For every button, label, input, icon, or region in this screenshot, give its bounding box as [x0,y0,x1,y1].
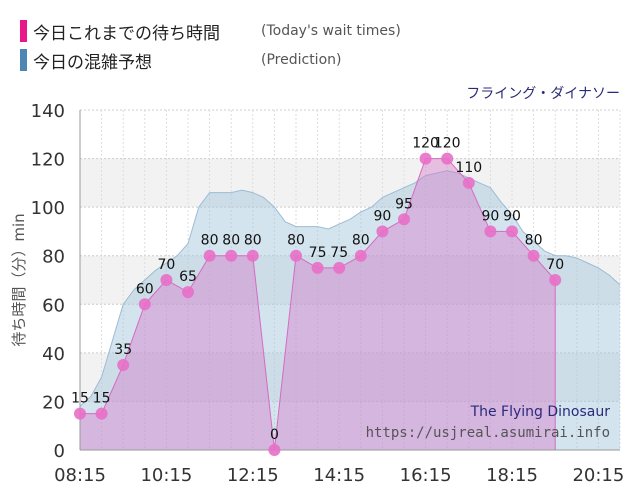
data-label: 90 [481,208,499,224]
legend-item-today: 今日これまでの待ち時間 (Today's wait times) [20,20,401,44]
today-area [80,158,556,450]
x-tick-label: 14:15 [313,465,365,486]
data-label: 80 [244,233,262,249]
watermark-title: The Flying Dinosaur [470,404,611,420]
data-label: 120 [412,136,439,152]
grid-band [80,158,620,208]
legend-label-prediction: 今日の混雑予想 [33,52,152,73]
data-label: 80 [222,233,240,249]
data-label: 35 [114,342,132,358]
legend-label-today: 今日これまでの待ち時間 [33,23,220,44]
data-label: 90 [503,208,521,224]
data-label: 80 [525,233,543,249]
x-tick-label: 12:15 [227,465,279,486]
data-point [527,249,540,262]
x-tick-label: 18:15 [486,465,538,486]
legend-note-prediction: (Prediction) [261,52,342,68]
data-label: 95 [395,196,413,212]
data-label: 70 [157,257,175,273]
data-label: 120 [434,136,461,152]
data-point [441,152,454,165]
y-tick-label: 60 [42,295,65,316]
y-tick-label: 80 [42,247,65,268]
watermark-url: https://usjreal.asumirai.info [366,425,610,441]
data-label: 80 [287,233,305,249]
data-label: 15 [93,391,111,407]
grid-band [80,352,620,402]
grid-band [80,207,620,256]
data-point [203,249,216,262]
y-tick-label: 40 [42,344,65,365]
data-point [549,274,562,286]
data-point [354,249,367,262]
x-tick-label: 10:15 [140,465,192,486]
data-point [95,407,108,420]
data-point [182,286,194,299]
legend-swatch-prediction [20,49,27,71]
data-point [268,444,281,456]
data-label: 75 [309,245,327,261]
legend-item-prediction: 今日の混雑予想 (Prediction) [20,49,342,73]
data-label: 70 [546,257,564,273]
y-tick-label: 140 [31,101,65,122]
y-tick-label: 120 [31,150,65,171]
data-point [419,152,432,165]
data-label: 110 [455,160,482,176]
data-point [246,249,259,262]
data-point [74,407,86,420]
data-label: 60 [136,281,154,297]
data-point [225,249,238,262]
data-point [311,261,324,274]
y-tick-label: 0 [54,441,65,462]
x-tick-label: 08:15 [54,465,106,486]
attraction-name: フライング・ダイナソー [466,86,620,102]
data-point [117,359,130,371]
data-point [138,298,151,311]
y-tick-label: 100 [31,198,65,219]
x-tick-label: 20:15 [572,465,624,486]
grid-band [80,110,620,159]
prediction-line [79,170,621,407]
data-label: 80 [201,233,219,249]
data-point [506,225,518,238]
data-point [333,261,346,274]
data-point [376,225,389,238]
data-label: 75 [330,245,348,261]
data-label: 90 [373,208,391,224]
grid-band [80,401,620,450]
data-label: 15 [71,391,89,407]
grid-band [80,304,620,353]
data-label: 80 [352,233,370,249]
data-point [484,225,497,238]
x-tick-label: 16:15 [400,465,452,486]
data-point [398,213,410,226]
prediction-area [80,170,620,450]
data-point [462,176,475,189]
data-label: 65 [179,269,197,285]
y-axis-label: 待ち時間（分）min [10,213,28,346]
data-point [160,274,173,286]
y-tick-label: 20 [42,392,65,413]
legend-note-today: (Today's wait times) [261,23,401,39]
data-label: 0 [270,427,279,443]
data-point [290,249,302,262]
legend-swatch-today [20,20,27,42]
